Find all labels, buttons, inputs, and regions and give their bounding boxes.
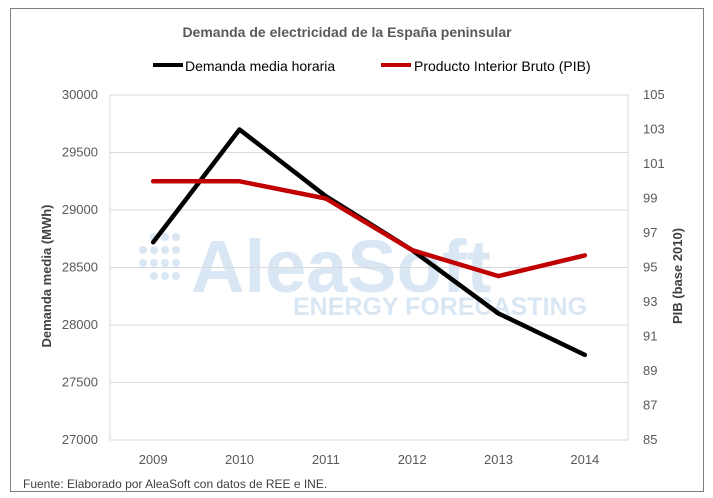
y2-tick-label: 103: [643, 122, 665, 137]
watermark-dot: [172, 233, 180, 241]
y-tick-label: 28000: [62, 317, 98, 332]
chart: AleaSoft ENERGY FORECASTING 27000 27500 28…: [23, 24, 685, 491]
x-tick-label: 2014: [570, 452, 599, 467]
watermark-dot: [161, 233, 169, 241]
y2-tick-label: 97: [643, 225, 657, 240]
y2-axis-label: PIB (base 2010): [670, 228, 685, 324]
legend-label-pib: Producto Interior Bruto (PIB): [414, 58, 591, 74]
watermark-dot: [172, 272, 180, 280]
y-axis-right: 85 87 89 91 93 95 97 99 101 103 105: [643, 87, 665, 447]
series-lines: [150, 127, 588, 358]
chart-frame: AleaSoft ENERGY FORECASTING 27000 27500 28…: [10, 8, 704, 492]
y2-tick-label: 105: [643, 87, 665, 102]
watermark-brand: AleaSoft: [191, 225, 491, 308]
watermark-dot: [172, 259, 180, 267]
y2-tick-label: 99: [643, 191, 657, 206]
y-tick-label: 28500: [62, 260, 98, 275]
y-axis-label: Demanda media (MWh): [39, 204, 54, 347]
watermark-dot: [161, 272, 169, 280]
watermark-dot: [139, 259, 147, 267]
watermark-logo-icon: [139, 233, 180, 280]
legend: Demanda media horaria Producto Interior …: [153, 58, 591, 74]
y-tick-label: 27500: [62, 375, 98, 390]
y-tick-label: 27000: [62, 432, 98, 447]
x-tick-label: 2012: [398, 452, 427, 467]
watermark-dot: [172, 246, 180, 254]
y2-tick-label: 91: [643, 329, 657, 344]
series-line-pib: [150, 179, 588, 279]
source-note: Fuente: Elaborado por AleaSoft con datos…: [23, 477, 327, 491]
watermark-dot: [161, 246, 169, 254]
legend-label-demanda: Demanda media horaria: [185, 58, 335, 74]
watermark-dot: [139, 246, 147, 254]
x-tick-label: 2009: [139, 452, 168, 467]
watermark: AleaSoft ENERGY FORECASTING: [139, 225, 587, 321]
y-axis-left: 27000 27500 28000 28500 29000 29500 30000: [62, 87, 98, 447]
y-tick-label: 30000: [62, 87, 98, 102]
watermark-tagline: ENERGY FORECASTING: [293, 293, 587, 321]
y2-tick-label: 101: [643, 156, 665, 171]
y2-tick-label: 89: [643, 363, 657, 378]
x-tick-label: 2010: [225, 452, 254, 467]
plot-area: [109, 94, 629, 441]
y2-tick-label: 87: [643, 398, 657, 413]
x-axis: 2009 2010 2011 2012 2013 2014: [139, 452, 600, 467]
x-tick-label: 2011: [312, 452, 340, 467]
y2-tick-label: 95: [643, 260, 657, 275]
y2-tick-label: 85: [643, 432, 657, 447]
watermark-dot: [150, 259, 158, 267]
chart-title: Demanda de electricidad de la España pen…: [182, 24, 512, 40]
y-tick-label: 29500: [62, 145, 98, 160]
watermark-dot: [150, 272, 158, 280]
x-tick-label: 2013: [484, 452, 513, 467]
watermark-dot: [161, 259, 169, 267]
y-tick-label: 29000: [62, 202, 98, 217]
y2-tick-label: 93: [643, 294, 657, 309]
watermark-dot: [150, 246, 158, 254]
gridlines: [109, 94, 629, 441]
